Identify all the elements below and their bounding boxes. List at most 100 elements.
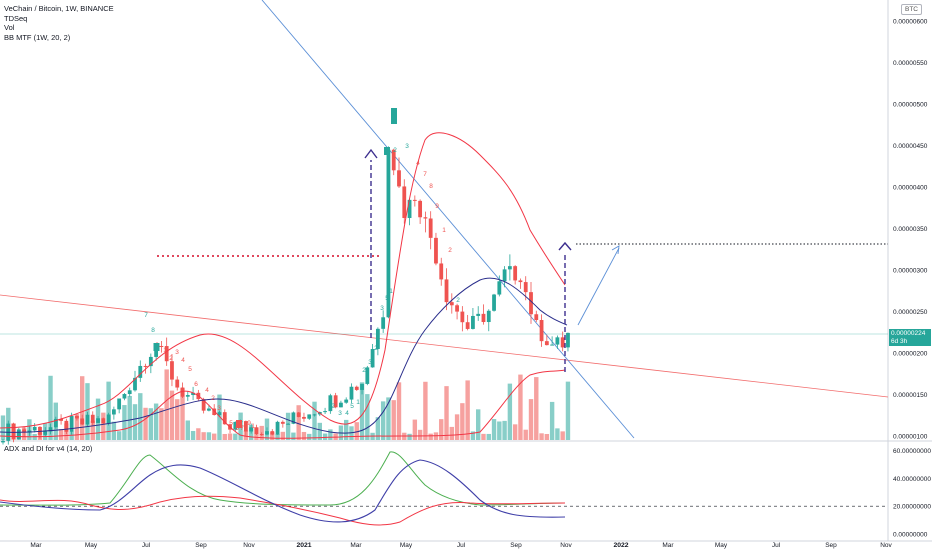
candle-body	[280, 421, 285, 424]
candle-body	[544, 341, 549, 346]
volume-bar	[523, 429, 528, 440]
candle-body	[69, 416, 74, 432]
volume-bar	[85, 383, 90, 440]
volume-bar	[491, 419, 497, 440]
volume-bar	[359, 382, 365, 440]
volume-bar	[539, 433, 544, 440]
tdseq-marker: 5	[385, 295, 389, 302]
volume-bar	[185, 420, 190, 440]
volume-bar	[528, 399, 534, 440]
price-tick-label: 0.00000350	[893, 226, 928, 233]
time-tick-label: Sep	[825, 542, 837, 549]
volume-bar	[375, 417, 381, 440]
volume-bar	[544, 433, 550, 440]
volume-bar	[21, 427, 27, 440]
candle-body	[354, 386, 359, 390]
volume-bar	[417, 429, 423, 440]
volume-bar	[127, 395, 132, 440]
countdown-text: 6d 3h	[891, 337, 908, 345]
volume-bar	[6, 407, 11, 440]
tdseq-marker: 3	[368, 359, 372, 366]
volume-bar	[349, 426, 354, 440]
volume-bar	[534, 377, 539, 440]
volume-bar	[460, 403, 465, 440]
candle-body	[507, 266, 512, 270]
candle-body	[133, 377, 137, 391]
candle-body	[550, 344, 555, 346]
candle-body	[486, 310, 491, 323]
price-tick-label: 0.00000150	[893, 392, 928, 399]
candle-body	[523, 282, 528, 293]
volume-bar	[322, 433, 328, 440]
projection-arrowhead	[611, 245, 620, 255]
price-tick-label: 0.00000250	[893, 309, 928, 316]
volume-bar	[280, 431, 286, 440]
candle-body	[439, 263, 444, 280]
tdseq-setup-box	[391, 108, 397, 124]
volume-bar	[196, 428, 201, 440]
candle-body	[397, 170, 401, 187]
tdseq-marker: 3	[380, 305, 384, 312]
measured-move-left-arrowhead	[364, 148, 378, 159]
candle-body	[32, 426, 37, 431]
indicator-vol[interactable]: Vol	[4, 23, 15, 32]
volume-bar	[386, 397, 391, 440]
candle-body	[148, 356, 153, 367]
indicator-bb[interactable]: BB MTF (1W, 20, 2)	[4, 32, 71, 42]
candle-body	[233, 421, 238, 430]
candle-body	[111, 409, 116, 415]
candle-body	[291, 412, 296, 424]
volume-bar	[423, 381, 428, 440]
candle-body	[138, 365, 143, 378]
volume-bar	[317, 422, 322, 440]
tdseq-marker: 2	[169, 355, 173, 362]
price-tick-label: 0.00000550	[893, 60, 928, 67]
tdseq-marker: 7	[423, 171, 427, 178]
tdseq-marker: 3	[175, 349, 179, 356]
candle-body	[460, 311, 465, 323]
volume-bar	[190, 430, 196, 440]
adx-legend[interactable]: ADX and DI for v4 (14, 20)	[4, 444, 93, 453]
candle-body	[539, 320, 544, 342]
volume-bar	[365, 394, 370, 440]
tdseq-marker: 3	[338, 410, 342, 417]
bb-lower-band	[0, 369, 566, 439]
volume-bar	[470, 431, 476, 440]
volume-bar	[58, 429, 64, 440]
tdseq-marker: 8	[244, 423, 248, 430]
candle-body	[449, 302, 454, 306]
symbol-title[interactable]: VeChain / Bitcoin, 1W, BINANCE	[4, 4, 114, 13]
tdseq-marker: 4	[345, 410, 349, 417]
volume-bar	[90, 420, 95, 440]
candle-body	[38, 426, 42, 435]
volume-bar	[560, 431, 565, 440]
price-tick-label: 0.00000500	[893, 101, 928, 108]
time-tick-label: May	[400, 542, 413, 549]
volume-bar	[43, 423, 48, 440]
time-tick-label: Mar	[350, 542, 362, 549]
volume-bar	[169, 390, 175, 440]
volume-bar	[248, 424, 254, 440]
tdseq-marker: 2	[393, 147, 397, 154]
bb-basis	[0, 277, 568, 434]
volume-bar	[518, 374, 523, 440]
tdseq-marker: 6	[194, 381, 198, 388]
volume-bar	[11, 423, 16, 440]
volume-bar	[175, 399, 180, 440]
candle-body	[328, 395, 333, 412]
time-tick-label: Nov	[243, 542, 255, 549]
candle-body	[402, 186, 407, 219]
volume-bar	[122, 405, 127, 440]
indicator-tdseq[interactable]: TDSeq	[4, 13, 28, 23]
volume-bar	[180, 388, 185, 440]
volume-bar	[243, 430, 249, 440]
bb-upper-band	[0, 132, 566, 429]
time-tick-label: Jul	[772, 542, 781, 549]
candle-body	[302, 416, 306, 419]
currency-badge[interactable]: BTC	[901, 4, 922, 15]
candle-body	[59, 418, 63, 421]
tdseq-marker: 4	[181, 357, 185, 364]
candle-body	[434, 237, 438, 264]
volume-bar	[507, 383, 513, 440]
